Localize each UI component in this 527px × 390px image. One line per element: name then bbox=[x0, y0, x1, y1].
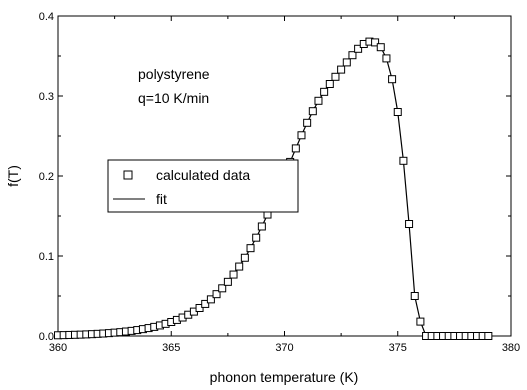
data-point bbox=[342, 58, 351, 67]
data-point bbox=[399, 156, 408, 165]
data-point bbox=[257, 222, 266, 231]
x-tick-label: 365 bbox=[162, 342, 180, 354]
legend-label-fit: fit bbox=[156, 191, 167, 207]
data-point bbox=[393, 108, 402, 116]
x-tick-label: 370 bbox=[275, 342, 293, 354]
y-tick-label: 0.2 bbox=[39, 171, 54, 183]
data-point bbox=[354, 44, 363, 53]
data-point bbox=[371, 38, 380, 47]
y-tick-label: 0.0 bbox=[39, 331, 54, 343]
x-tick-label: 380 bbox=[502, 342, 520, 354]
data-point bbox=[308, 107, 317, 116]
x-tick-label: 360 bbox=[49, 342, 67, 354]
data-point bbox=[337, 65, 346, 74]
data-point bbox=[416, 317, 425, 326]
data-point bbox=[410, 292, 419, 300]
data-point bbox=[252, 233, 261, 242]
data-point bbox=[206, 295, 215, 304]
data-point bbox=[376, 43, 385, 52]
data-point bbox=[212, 290, 221, 299]
data-point bbox=[246, 244, 255, 253]
y-axis-title: f(T) bbox=[5, 165, 21, 187]
data-point bbox=[314, 96, 323, 105]
data-point bbox=[382, 54, 391, 63]
data-point bbox=[240, 253, 249, 262]
legend-label-calculated-data: calculated data bbox=[156, 167, 250, 183]
data-point bbox=[201, 299, 210, 308]
data-point bbox=[291, 144, 300, 153]
data-point bbox=[297, 131, 306, 140]
data-point bbox=[218, 284, 227, 293]
data-point bbox=[223, 277, 232, 286]
x-tick-label: 375 bbox=[389, 342, 407, 354]
x-axis-title: phonon temperature (K) bbox=[210, 369, 359, 385]
data-point bbox=[303, 118, 312, 127]
y-tick-label: 0.1 bbox=[39, 251, 54, 263]
data-point bbox=[235, 262, 244, 271]
legend: calculated data fit bbox=[107, 159, 299, 213]
data-point bbox=[229, 270, 238, 279]
annotation-material: polystyrene bbox=[138, 66, 210, 82]
legend-box bbox=[107, 159, 299, 213]
data-point bbox=[405, 220, 414, 228]
data-point bbox=[331, 72, 340, 81]
data-point bbox=[320, 87, 329, 96]
data-point bbox=[484, 332, 493, 340]
annotation-rate: q=10 K/min bbox=[138, 90, 209, 106]
data-point bbox=[388, 75, 397, 84]
data-point bbox=[195, 304, 204, 312]
y-tick-label: 0.3 bbox=[39, 91, 54, 103]
data-point bbox=[348, 51, 357, 60]
y-tick-label: 0.4 bbox=[39, 11, 54, 23]
data-point bbox=[325, 80, 334, 88]
legend-marker-square-icon bbox=[123, 170, 133, 180]
